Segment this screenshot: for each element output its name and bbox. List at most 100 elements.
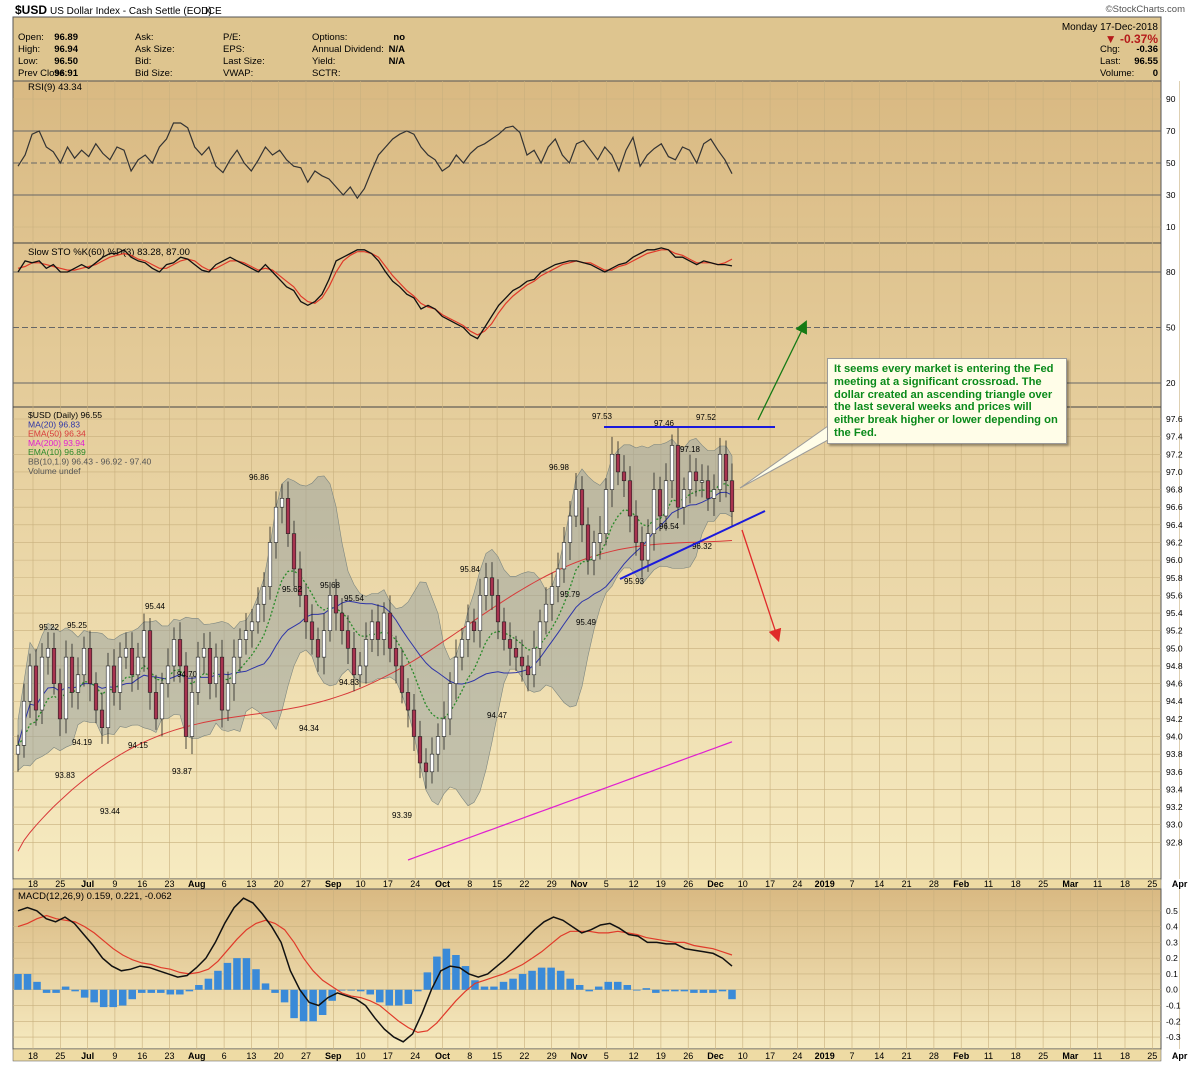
x-tick-label: 25: [55, 1051, 65, 1061]
candle-body: [267, 542, 273, 587]
x-tick-label: 15: [492, 879, 502, 889]
candle-body: [435, 736, 441, 755]
macd-histogram-bar: [509, 978, 517, 990]
candle-body: [537, 621, 543, 649]
y-tick-label: -0.3: [1166, 1032, 1181, 1042]
candle-body: [279, 498, 285, 508]
candle-body: [123, 648, 129, 658]
candle-body: [687, 471, 693, 490]
price-label: 93.83: [55, 771, 76, 780]
candle-body: [501, 621, 507, 640]
macd-histogram-bar: [594, 986, 603, 990]
candle-body: [303, 595, 309, 623]
x-tick-label: 18: [1011, 879, 1021, 889]
candle-body: [285, 498, 291, 534]
macd-histogram-bar: [90, 989, 98, 1003]
macd-histogram-bar: [109, 989, 117, 1008]
macd-histogram-bar: [404, 989, 413, 1004]
macd-histogram-bar: [309, 989, 317, 1022]
macd-histogram-bar: [652, 989, 660, 993]
x-tick-label: 2019: [815, 879, 835, 889]
x-tick-label: 11: [1093, 879, 1102, 889]
candle-body: [621, 471, 627, 482]
stat-label: Bid:: [135, 56, 151, 67]
y-tick-label: 50: [1166, 158, 1176, 168]
y-tick-label: 92.8: [1166, 837, 1183, 847]
x-tick-label: Nov: [570, 1051, 587, 1061]
macd-histogram-bar: [614, 981, 622, 990]
header-panel: [12, 16, 1162, 82]
stat-value: N/A: [389, 56, 406, 67]
macd-histogram-bar: [642, 988, 651, 990]
macd-histogram-bar: [290, 989, 298, 1019]
candle-body: [117, 656, 123, 693]
x-tick-label: 25: [1147, 1051, 1157, 1061]
macd-histogram-bar: [490, 986, 498, 990]
stat-label: Low:: [18, 56, 38, 67]
price-label: 94.70: [177, 670, 198, 679]
x-tick-label: 2019: [815, 1051, 835, 1061]
macd-histogram-bar: [661, 989, 670, 992]
sto-title: Slow STO %K(60) %D(3) 83.28, 87.00: [28, 247, 190, 258]
macd-histogram-bar: [33, 981, 41, 990]
x-tick-label: 24: [792, 1051, 802, 1061]
candle-body: [237, 639, 243, 658]
x-tick-label: Sep: [325, 1051, 342, 1061]
price-label: 97.18: [680, 445, 701, 454]
x-tick-label: Aug: [188, 879, 206, 889]
x-tick-label: 21: [902, 879, 912, 889]
macd-histogram-bar: [271, 989, 279, 993]
y-tick-label: 93.0: [1166, 820, 1183, 830]
macd-histogram-bar: [518, 973, 527, 990]
x-tick-label: 16: [137, 1051, 147, 1061]
candle-body: [231, 656, 237, 684]
candle-body: [375, 621, 381, 640]
change-pct: ▼ -0.37%: [1105, 32, 1159, 46]
candle-body: [93, 683, 99, 711]
candle-body: [213, 656, 219, 684]
macd-title: MACD(12,26,9) 0.159, 0.221, -0.062: [18, 891, 172, 902]
x-tick-label: 19: [656, 1051, 666, 1061]
macd-frame: [12, 888, 1162, 1050]
candle-body: [465, 621, 471, 640]
x-tick-label: Nov: [570, 879, 587, 889]
candle-body: [387, 612, 393, 649]
sto-k-line: [17, 247, 733, 340]
candle-body: [15, 745, 21, 755]
x-tick-label: 15: [492, 1051, 502, 1061]
x-tick-label: 9: [112, 879, 117, 889]
macd-histogram-bar: [14, 973, 22, 990]
x-tick-label: 14: [874, 879, 884, 889]
stat-label: Options:: [312, 32, 347, 43]
x-tick-label: 10: [356, 1051, 366, 1061]
candle-body: [639, 542, 645, 561]
candle-body: [363, 639, 369, 667]
price-label: 95.79: [560, 590, 581, 599]
macd-histogram-bar: [585, 989, 593, 992]
y-tick-label: 93.4: [1166, 784, 1183, 794]
x-tick-label: Dec: [707, 879, 724, 889]
x-tick-label: 11: [1093, 1051, 1102, 1061]
stat-label: Bid Size:: [135, 68, 173, 79]
candle-body: [453, 656, 459, 684]
candle-body: [525, 665, 531, 676]
candle-body: [477, 595, 483, 631]
x-tick-label: 7: [849, 1051, 854, 1061]
macd-histogram-bar: [138, 989, 146, 993]
y-tick-label: 90: [1166, 94, 1176, 104]
support-trendline: [619, 510, 766, 580]
exchange: ICE: [205, 6, 222, 17]
candle-body: [243, 630, 249, 640]
macd-histogram-bar: [366, 989, 374, 995]
x-tick-label: 22: [519, 1051, 529, 1061]
stat-label: EPS:: [223, 44, 245, 55]
candle-body: [447, 683, 453, 720]
rsi-line: [17, 122, 733, 200]
candle-body: [405, 692, 411, 711]
x-tick-label: 8: [467, 879, 472, 889]
candle-body: [717, 453, 723, 490]
candle-body: [153, 692, 159, 720]
x-tick-label: 10: [356, 879, 366, 889]
price-legend-entry: MA(200) 93.94: [28, 438, 85, 448]
candle-body: [669, 445, 675, 482]
